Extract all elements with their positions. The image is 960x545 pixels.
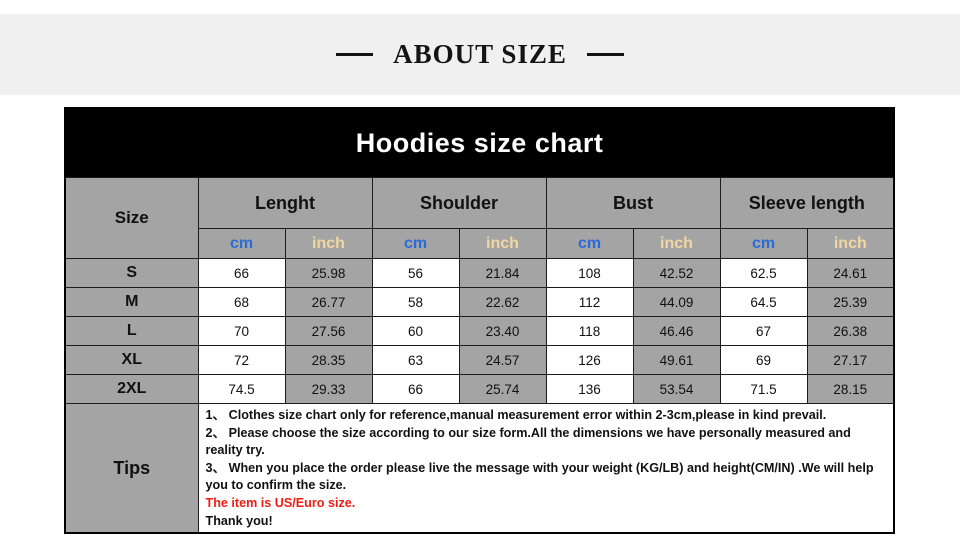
about-size-title: ABOUT SIZE — [393, 39, 567, 69]
value-cell: 27.56 — [284, 316, 373, 346]
value-cell: 25.74 — [458, 374, 547, 404]
value-cell: 118 — [545, 316, 634, 346]
value-cell: 58 — [371, 287, 460, 317]
tip-line-1: 1、 Clothes size chart only for reference… — [205, 408, 827, 422]
value-cell: 66 — [371, 374, 460, 404]
value-cell: 53.54 — [632, 374, 721, 404]
value-cell: 44.09 — [632, 287, 721, 317]
column-header-shoulder: Shoulder — [371, 177, 547, 229]
value-cell: 112 — [545, 287, 634, 317]
value-cell: 26.38 — [806, 316, 895, 346]
value-cell: 56 — [371, 258, 460, 288]
value-cell: 62.5 — [719, 258, 808, 288]
value-cell: 25.39 — [806, 287, 895, 317]
value-cell: 71.5 — [719, 374, 808, 404]
table-title-row: Hoodies size chart — [64, 107, 895, 178]
unit-header-inch: inch — [632, 228, 721, 259]
value-cell: 21.84 — [458, 258, 547, 288]
column-header-size: Size — [64, 177, 199, 259]
table-title: Hoodies size chart — [64, 107, 895, 178]
right-dash — [586, 53, 624, 56]
unit-header-cm: cm — [545, 228, 634, 259]
value-cell: 67 — [719, 316, 808, 346]
column-header-bust: Bust — [545, 177, 721, 229]
tip-line-2: 2、 Please choose the size according to o… — [205, 425, 851, 458]
value-cell: 46.46 — [632, 316, 721, 346]
tip-line-3: 3、 When you place the order please live … — [205, 460, 874, 493]
size-label: L — [64, 316, 199, 346]
measure-group-header-row: Size Lenght Shoulder Bust Sleeve length — [64, 177, 895, 259]
table-row-xl: XL 72 28.35 63 24.57 126 49.61 69 27.17 — [64, 345, 895, 375]
value-cell: 28.35 — [284, 345, 373, 375]
column-header-length: Lenght — [197, 177, 373, 229]
value-cell: 108 — [545, 258, 634, 288]
value-cell: 29.33 — [284, 374, 373, 404]
value-cell: 68 — [197, 287, 286, 317]
value-cell: 72 — [197, 345, 286, 375]
unit-header-inch: inch — [284, 228, 373, 259]
value-cell: 63 — [371, 345, 460, 375]
unit-header-inch: inch — [458, 228, 547, 259]
tips-row: Tips 1、 Clothes size chart only for refe… — [64, 403, 895, 534]
value-cell: 22.62 — [458, 287, 547, 317]
size-label: M — [64, 287, 199, 317]
tip-line-thank-you: Thank you! — [205, 513, 273, 528]
unit-header-cm: cm — [197, 228, 286, 259]
table-row-m: M 68 26.77 58 22.62 112 44.09 64.5 25.39 — [64, 287, 895, 317]
about-size-header: ABOUT SIZE — [0, 14, 960, 95]
value-cell: 23.40 — [458, 316, 547, 346]
value-cell: 49.61 — [632, 345, 721, 375]
value-cell: 136 — [545, 374, 634, 404]
value-cell: 60 — [371, 316, 460, 346]
tips-label: Tips — [64, 403, 199, 534]
tip-line-us-euro-note: The item is US/Euro size. — [205, 495, 356, 510]
tips-body: 1、 Clothes size chart only for reference… — [197, 403, 895, 534]
value-cell: 24.57 — [458, 345, 547, 375]
value-cell: 66 — [197, 258, 286, 288]
value-cell: 64.5 — [719, 287, 808, 317]
size-label: XL — [64, 345, 199, 375]
value-cell: 70 — [197, 316, 286, 346]
size-chart-table: Hoodies size chart Size Lenght Shoulder … — [64, 107, 896, 535]
value-cell: 24.61 — [806, 258, 895, 288]
value-cell: 28.15 — [806, 374, 895, 404]
size-label: 2XL — [64, 374, 199, 404]
unit-header-cm: cm — [371, 228, 460, 259]
value-cell: 26.77 — [284, 287, 373, 317]
unit-header-row: cm inch cm inch cm inch cm inch — [65, 228, 895, 259]
left-dash — [336, 53, 374, 56]
value-cell: 74.5 — [197, 374, 286, 404]
value-cell: 69 — [719, 345, 808, 375]
value-cell: 126 — [545, 345, 634, 375]
table-row-2xl: 2XL 74.5 29.33 66 25.74 136 53.54 71.5 2… — [64, 374, 895, 404]
table-row-l: L 70 27.56 60 23.40 118 46.46 67 26.38 — [64, 316, 895, 346]
size-label: S — [64, 258, 199, 288]
value-cell: 25.98 — [284, 258, 373, 288]
table-row-s: S 66 25.98 56 21.84 108 42.52 62.5 24.61 — [64, 258, 895, 288]
unit-header-cm: cm — [719, 228, 808, 259]
value-cell: 42.52 — [632, 258, 721, 288]
unit-header-inch: inch — [806, 228, 895, 259]
column-header-sleeve-length: Sleeve length — [719, 177, 895, 229]
value-cell: 27.17 — [806, 345, 895, 375]
